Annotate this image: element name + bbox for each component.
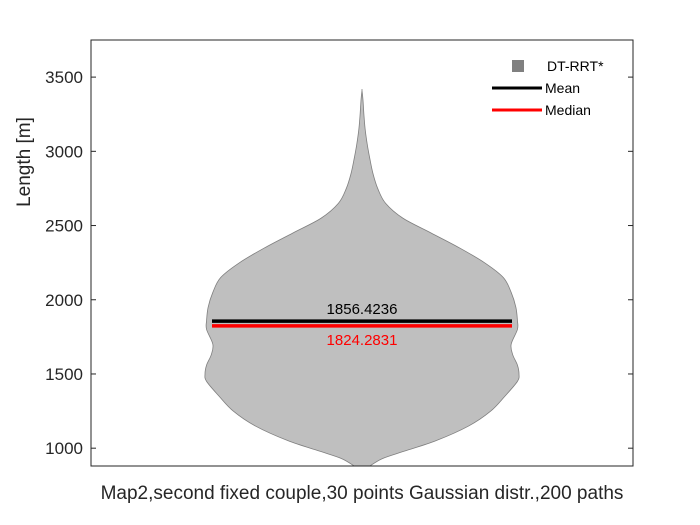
y-ticks: 1000 1500 2000 2500 3000 3500: [45, 68, 633, 458]
violin-layer: [204, 88, 520, 466]
legend-label: DT-RRT*: [547, 58, 604, 74]
legend-label: Mean: [545, 80, 580, 96]
x-axis-label: Map2,second fixed couple,30 points Gauss…: [101, 483, 624, 504]
axes-box: [90, 39, 634, 467]
y-tick-label: 2500: [45, 217, 83, 236]
y-tick-label: 1000: [45, 439, 83, 458]
y-tick-label: 2000: [45, 291, 83, 310]
y-tick-label: 3000: [45, 142, 83, 161]
y-tick-label: 3500: [45, 68, 83, 87]
violin-body: [204, 88, 520, 466]
median-value-label: 1824.2831: [327, 332, 398, 349]
legend: DT-RRT* Mean Median: [492, 58, 604, 118]
mean-value-label: 1856.4236: [327, 301, 398, 318]
legend-swatch-violin: [512, 60, 524, 72]
y-tick-label: 1500: [45, 365, 83, 384]
legend-label: Median: [545, 102, 591, 118]
stats-layer: 1856.4236 1824.2831: [212, 301, 512, 349]
y-axis-label: Length [m]: [14, 117, 35, 207]
